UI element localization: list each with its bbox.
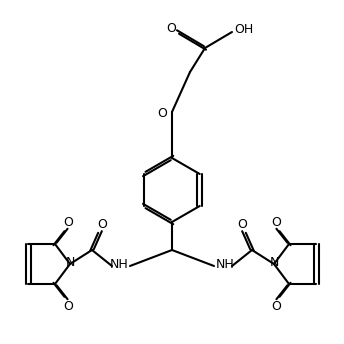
Text: O: O: [63, 300, 73, 312]
Text: O: O: [166, 22, 176, 34]
Text: N: N: [269, 257, 279, 269]
Text: O: O: [157, 107, 167, 119]
Text: NH: NH: [110, 258, 128, 271]
Text: N: N: [65, 257, 75, 269]
Text: O: O: [237, 217, 247, 230]
Text: O: O: [271, 300, 281, 312]
Text: O: O: [97, 217, 107, 230]
Text: OH: OH: [234, 22, 254, 35]
Text: NH: NH: [216, 258, 234, 271]
Text: O: O: [63, 215, 73, 228]
Text: O: O: [271, 215, 281, 228]
